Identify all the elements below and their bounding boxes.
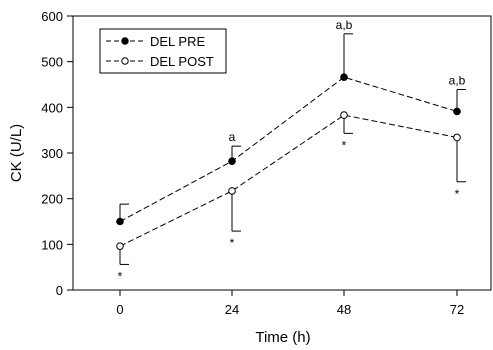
y-tick-label: 200: [41, 192, 63, 207]
legend-marker-pre: [121, 37, 129, 45]
legend-box: [99, 28, 227, 74]
data-point: [340, 73, 348, 81]
legend-label-pre: DEL PRE: [150, 34, 205, 49]
y-tick-label: 100: [41, 237, 63, 252]
x-tick-label: 0: [116, 302, 123, 317]
axes: 0 100 200 300 400 500 600 0 24 48 72: [41, 9, 492, 317]
series-del-pre: a a,b a,b: [116, 18, 466, 226]
data-annotation: a,b: [336, 18, 353, 32]
data-point: [116, 217, 124, 226]
legend: DEL PRE DEL POST: [99, 28, 227, 74]
data-annotation: *: [230, 236, 235, 250]
series-del-post: * * * *: [116, 111, 466, 283]
data-point: [453, 133, 461, 142]
data-annotation: *: [455, 187, 460, 201]
data-annotation: *: [342, 138, 347, 152]
x-axis-label: Time (h): [255, 329, 310, 346]
series-line: [119, 114, 458, 247]
legend-label-post: DEL POST: [150, 54, 214, 69]
data-point: [228, 187, 236, 195]
y-tick-label: 0: [56, 283, 63, 298]
data-point: [116, 242, 124, 250]
data-point: [340, 111, 348, 119]
data-point: [228, 157, 236, 166]
y-tick-label: 600: [41, 9, 63, 24]
series-layer: a a,b a,b * * * *: [116, 18, 466, 283]
x-tick-label: 24: [225, 302, 239, 317]
y-tick-label: 400: [41, 100, 63, 115]
x-tick-label: 48: [337, 302, 351, 317]
data-annotation: a: [229, 130, 236, 144]
y-tick-label: 300: [41, 146, 63, 161]
data-annotation: a,b: [449, 74, 466, 88]
data-point: [453, 107, 461, 116]
x-tick-label: 72: [450, 302, 464, 317]
series-line: [119, 76, 458, 222]
y-tick-label: 500: [41, 55, 63, 70]
legend-marker-post: [121, 57, 129, 65]
y-axis-label: CK (U/L): [8, 124, 25, 182]
data-annotation: *: [118, 269, 123, 283]
